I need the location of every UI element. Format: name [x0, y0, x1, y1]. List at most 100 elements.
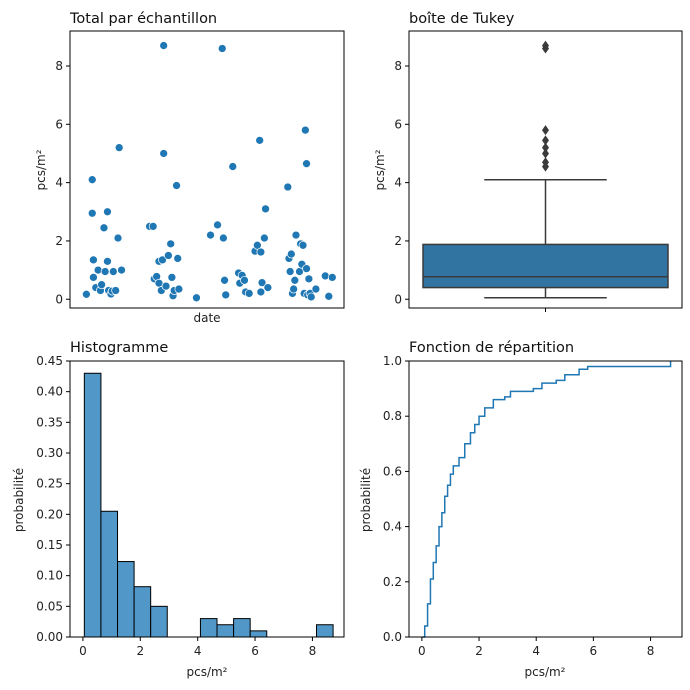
box-ylabel: pcs/m² — [373, 149, 387, 190]
scatter-point — [172, 181, 181, 190]
hist-ytick-label: 0.15 — [36, 538, 63, 552]
scatter-point — [213, 220, 222, 230]
scatter-point — [301, 125, 310, 135]
scatter-point — [164, 251, 173, 260]
scatter-point — [97, 280, 106, 290]
scatter-point — [286, 249, 296, 259]
hist-ytick-label: 0.25 — [36, 477, 63, 491]
hist-xtick-label: 6 — [251, 644, 259, 658]
scatter-point — [159, 149, 169, 158]
hist-bar — [216, 624, 235, 638]
scatter-point — [87, 175, 97, 185]
scatter-point — [324, 291, 334, 301]
ecdf-xlabel: pcs/m² — [524, 665, 565, 679]
ecdf-ytick-label: 0.8 — [383, 409, 402, 423]
box-plot-area: 0 2 4 6 8 — [394, 30, 683, 312]
hist-bar — [150, 605, 168, 638]
scatter-xlabel: date — [193, 311, 220, 325]
scatter-point — [285, 267, 295, 276]
scatter-point — [161, 281, 171, 291]
scatter-point — [304, 274, 314, 284]
scatter-point — [100, 267, 110, 276]
scatter-point — [320, 271, 330, 281]
hist-bar — [133, 586, 152, 638]
box-ytick-label: 4 — [394, 176, 402, 190]
scatter-point — [289, 284, 298, 294]
scatter-point — [219, 233, 228, 243]
hist-bar — [249, 630, 268, 638]
scatter-point — [261, 204, 270, 214]
hist-xlabel: pcs/m² — [186, 665, 227, 679]
scatter-point — [327, 273, 337, 282]
ecdf-ylabel: probabilité — [359, 468, 373, 532]
scatter-point — [103, 207, 112, 217]
scatter-point — [82, 289, 91, 299]
scatter-title: Total par échantillon — [69, 11, 217, 27]
scatter-point — [89, 273, 98, 282]
outlier-marker — [542, 148, 549, 159]
hist-ytick-label: 0.10 — [36, 569, 63, 583]
scatter-point — [244, 289, 254, 298]
hist-bar — [83, 372, 102, 638]
scatter-point — [217, 44, 227, 53]
ecdf-line — [422, 361, 672, 638]
scatter-point — [108, 267, 118, 276]
scatter-point — [167, 273, 177, 282]
scatter-point — [255, 135, 265, 145]
scatter-point — [298, 240, 308, 250]
scatter-point — [158, 255, 167, 265]
hist-ytick-label: 0.05 — [36, 599, 63, 613]
hist-ytick-label: 0.00 — [36, 630, 63, 644]
scatter-point — [263, 283, 273, 292]
scatter-point — [221, 290, 231, 300]
scatter-point — [257, 278, 267, 287]
ecdf-panel: Fonction de répartition pcs/m² probabili… — [359, 340, 683, 679]
scatter-point — [290, 275, 300, 285]
ecdf-frame — [408, 360, 683, 638]
scatter-point — [174, 284, 184, 294]
ecdf-title: Fonction de répartition — [409, 340, 574, 356]
ecdf-ytick-label: 1.0 — [383, 354, 402, 368]
scatter-point — [148, 222, 158, 231]
hist-title: Histogramme — [70, 340, 168, 356]
scatter-point — [311, 284, 321, 294]
outlier-marker — [542, 142, 549, 153]
hist-ytick-label: 0.40 — [36, 385, 63, 399]
outlier-marker — [542, 125, 549, 136]
box-title: boîte de Tukey — [409, 11, 515, 27]
scatter-point — [260, 233, 269, 243]
outlier-marker — [542, 157, 549, 168]
scatter-ytick-label: 2 — [55, 234, 63, 248]
scatter-point — [256, 247, 266, 257]
box-ytick-label: 6 — [394, 117, 402, 131]
hist-bar — [117, 561, 135, 638]
scatter-point — [253, 240, 262, 250]
ecdf-xtick-label: 2 — [475, 644, 483, 658]
hist-xtick-label: 2 — [136, 644, 144, 658]
scatter-point — [291, 230, 301, 240]
scatter-frame — [69, 30, 345, 309]
scatter-ytick-label: 4 — [55, 176, 63, 190]
scatter-ylabel: pcs/m² — [34, 149, 48, 190]
scatter-point — [87, 208, 97, 218]
box-ytick-label: 0 — [394, 292, 402, 306]
hist-ytick-label: 0.30 — [36, 446, 63, 460]
hist-xtick-label: 0 — [79, 644, 87, 658]
ecdf-xtick-label: 6 — [590, 644, 598, 658]
scatter-point — [89, 255, 98, 265]
hist-frame — [69, 360, 345, 638]
scatter-point — [256, 287, 266, 297]
scatter-ytick-label: 0 — [55, 292, 63, 306]
scatter-point — [228, 162, 238, 171]
ecdf-ytick-label: 0.4 — [383, 520, 402, 534]
ecdf-xtick-label: 0 — [418, 644, 426, 658]
scatter-point — [111, 286, 121, 295]
hist-xtick-label: 8 — [309, 644, 317, 658]
histogram-panel: Histogramme pcs/m² probabilité 0.000.050… — [12, 340, 345, 679]
scatter-point — [302, 264, 311, 273]
scatter-plot-area: 0 2 4 6 8 — [55, 30, 345, 309]
outlier-marker — [542, 40, 549, 51]
scatter-point — [159, 41, 169, 50]
hist-bar — [316, 624, 334, 638]
